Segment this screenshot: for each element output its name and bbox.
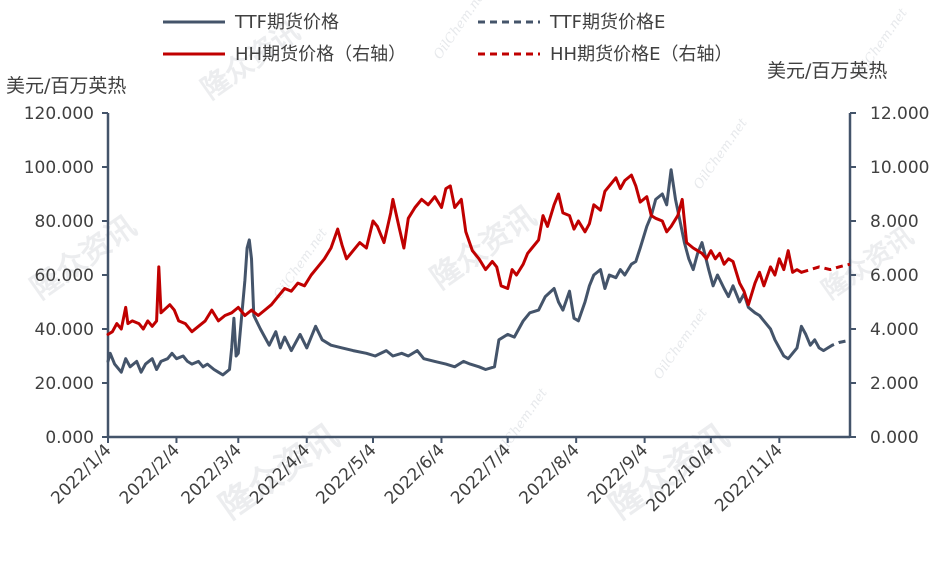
left-axis-tick-label: 60.000 — [35, 266, 94, 286]
right-axis-tick-label: 8.000 — [870, 212, 919, 232]
watermark-text: 隆众资讯 — [817, 221, 919, 305]
right-axis-tick-label: 0.000 — [870, 428, 919, 448]
left-axis-unit-label: 美元/百万英热 — [6, 75, 126, 97]
x-axis-tick-label: 2022/1/4 — [47, 440, 115, 508]
x-axis-tick-label: 2022/2/4 — [116, 440, 184, 508]
series-line — [827, 337, 851, 350]
series-line — [800, 262, 851, 274]
legend-label: TTF期货价格E — [549, 12, 665, 33]
right-axis-tick-label: 4.000 — [870, 320, 919, 340]
left-axis-tick-label: 100.000 — [24, 158, 94, 178]
x-axis-tick-label: 2022/6/4 — [381, 440, 449, 508]
left-axis-tick-label: 120.000 — [24, 104, 94, 124]
right-axis-unit-label: 美元/百万英热 — [767, 60, 887, 82]
series-line — [106, 173, 803, 336]
left-axis-tick-label: 20.000 — [35, 374, 94, 394]
legend-label: TTF期货价格 — [234, 12, 339, 33]
right-axis-tick-label: 6.000 — [870, 266, 919, 286]
left-axis-tick-label: 40.000 — [35, 320, 94, 340]
left-axis-tick-label: 0.000 — [45, 428, 94, 448]
legend-label: HH期货价格（右轴） — [235, 44, 406, 65]
left-axis-tick-label: 80.000 — [35, 212, 94, 232]
series-line — [106, 168, 830, 377]
chart-legend: TTF期货价格 TTF期货价格E HH期货价格（右轴） HH期货价格E（右轴） — [163, 12, 732, 65]
watermark-text: 隆众资讯 — [425, 199, 543, 296]
watermark-subtext: OilChem.net — [651, 305, 711, 382]
series-layer — [106, 168, 851, 377]
watermark-subtext: OilChem.net — [691, 115, 751, 192]
right-axis-tick-label: 2.000 — [870, 374, 919, 394]
right-axis-tick-label: 12.000 — [870, 104, 929, 124]
right-axis-tick-label: 10.000 — [870, 158, 929, 178]
x-axis-tick-label: 2022/8/4 — [516, 440, 584, 508]
x-axis-tick-label: 2022/7/4 — [447, 440, 515, 508]
legend-label: HH期货价格E（右轴） — [550, 44, 732, 65]
